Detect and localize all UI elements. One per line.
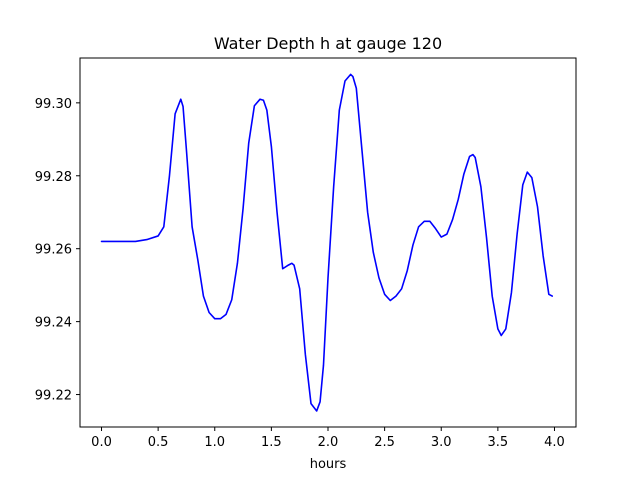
x-tick-label: 1.5	[261, 435, 282, 450]
y-tick-label: 99.24	[35, 316, 72, 331]
y-tick-label: 99.30	[35, 97, 72, 112]
x-tick-label: 0.5	[148, 435, 169, 450]
x-tick-label: 0.0	[91, 435, 112, 450]
x-axis-ticks: 0.0 0.5 1.0 1.5 2.0 2.5 3.0 3.5 4.0	[91, 427, 565, 450]
x-tick-label: 1.0	[204, 435, 225, 450]
x-tick-label: 4.0	[544, 435, 565, 450]
chart-title: Water Depth h at gauge 120	[214, 34, 442, 53]
y-tick-label: 99.28	[35, 170, 72, 185]
y-tick-label: 99.26	[35, 243, 72, 258]
plot-area	[100, 73, 554, 412]
x-axis-label: hours	[310, 457, 347, 472]
x-tick-label: 3.5	[488, 435, 509, 450]
y-axis-ticks: 99.22 99.24 99.26 99.28 99.30	[35, 97, 80, 404]
x-tick-label: 2.5	[374, 435, 395, 450]
x-tick-label: 2.0	[318, 435, 339, 450]
y-tick-label: 99.22	[35, 389, 72, 404]
axes-frame	[79, 57, 577, 428]
series-line-0	[100, 73, 554, 412]
x-tick-label: 3.0	[431, 435, 452, 450]
